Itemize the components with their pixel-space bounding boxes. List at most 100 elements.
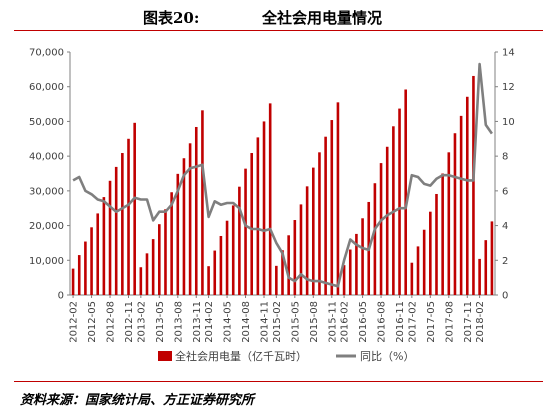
- bar: [293, 220, 297, 295]
- x-tick-label: 2014-05: [223, 301, 234, 343]
- bar: [219, 235, 223, 295]
- bar: [145, 253, 149, 295]
- bar: [281, 250, 284, 295]
- bar: [484, 240, 488, 295]
- legend-label-bar: 全社会用电量（亿千瓦时）: [175, 349, 307, 363]
- bar: [71, 268, 75, 295]
- bar: [250, 153, 254, 295]
- y-right-tick-label: 8: [502, 152, 508, 163]
- bar: [410, 262, 414, 295]
- bar: [84, 241, 87, 295]
- bar: [361, 218, 364, 295]
- y-right-tick-label: 0: [502, 291, 508, 302]
- legend-label-line: 同比（%）: [360, 350, 414, 363]
- bar: [139, 267, 143, 295]
- x-tick-label: 2016-08: [377, 301, 388, 343]
- y-right-tick-label: 4: [502, 221, 508, 232]
- bar: [275, 265, 278, 295]
- x-tick-label: 2012-08: [106, 301, 117, 343]
- bar: [77, 255, 81, 295]
- y-left-tick-label: 0: [58, 291, 64, 302]
- top-rule: [14, 30, 543, 31]
- y-left-tick-label: 60,000: [29, 82, 64, 93]
- bar: [311, 167, 315, 295]
- y-left-tick-label: 70,000: [29, 48, 64, 59]
- y-left-tick-label: 50,000: [29, 117, 64, 128]
- bar: [330, 120, 334, 295]
- bar: [151, 239, 155, 295]
- legend-swatch-bar: [158, 351, 172, 361]
- bar: [453, 133, 457, 295]
- bar: [170, 192, 173, 295]
- x-tick-label: 2016-11: [395, 301, 406, 343]
- bar: [422, 229, 426, 295]
- bar: [435, 193, 438, 295]
- figure-number: 图表20:: [143, 9, 200, 27]
- bar: [447, 152, 451, 295]
- bar: [305, 186, 309, 295]
- source-note: 资料来源：国家统计局、方正证券研究所: [20, 393, 255, 408]
- bar: [404, 89, 407, 296]
- bar: [441, 173, 444, 295]
- bar: [262, 121, 266, 295]
- x-tick-label: 2017-08: [444, 301, 455, 343]
- x-tick-label: 2017-02: [407, 301, 418, 343]
- bar: [238, 186, 241, 295]
- bar: [373, 183, 377, 295]
- x-tick-label: 2016-02: [340, 301, 351, 343]
- x-tick-label: 2014-08: [241, 301, 252, 343]
- bar: [244, 168, 247, 295]
- bar: [318, 152, 321, 295]
- bar: [465, 96, 469, 295]
- x-tick-label: 2013-11: [192, 301, 203, 343]
- y-left-tick-label: 20,000: [29, 221, 64, 232]
- bar: [102, 197, 106, 295]
- bar: [348, 249, 352, 295]
- bar: [416, 246, 420, 295]
- figure-title: 图表20: 全社会用电量情况: [0, 7, 557, 29]
- x-tick-label: 2015-11: [327, 301, 338, 343]
- bar: [176, 173, 180, 295]
- bar: [127, 138, 130, 295]
- bar: [268, 103, 272, 296]
- bar: [342, 265, 346, 295]
- bar: [299, 204, 303, 295]
- x-tick-label: 2013-02: [136, 301, 147, 343]
- x-tick-label: 2012-02: [69, 301, 80, 343]
- bar: [90, 227, 93, 295]
- y-left-tick-label: 30,000: [29, 186, 64, 197]
- bar: [459, 115, 463, 295]
- bar: [379, 163, 383, 295]
- bar: [478, 258, 481, 295]
- bar: [213, 250, 217, 295]
- x-tick-label: 2018-02: [475, 301, 486, 343]
- bottom-rule: [14, 381, 543, 382]
- bar: [201, 110, 204, 295]
- x-tick-label: 2017-05: [426, 301, 437, 343]
- y-right-tick-label: 10: [502, 117, 515, 128]
- bar: [385, 146, 389, 295]
- bar: [182, 158, 186, 295]
- bar: [287, 235, 290, 295]
- bar: [108, 180, 112, 295]
- x-tick-label: 2013-05: [155, 301, 166, 343]
- x-tick-label: 2014-02: [204, 301, 215, 343]
- bar: [96, 213, 100, 295]
- yoy-line: [72, 62, 493, 288]
- bar: [188, 143, 192, 295]
- bar: [121, 153, 124, 295]
- bar: [490, 221, 494, 295]
- bar: [256, 137, 260, 295]
- bar: [336, 102, 340, 295]
- y-right-tick-label: 6: [502, 186, 508, 197]
- bar: [133, 122, 136, 296]
- bar: [164, 209, 167, 295]
- x-tick-label: 2012-05: [87, 301, 98, 343]
- x-tick-label: 2015-02: [272, 301, 283, 343]
- x-tick-label: 2015-05: [290, 301, 301, 343]
- bar: [158, 224, 161, 295]
- bar: [231, 205, 235, 295]
- bar: [472, 75, 475, 296]
- x-tick-label: 2013-08: [173, 301, 184, 343]
